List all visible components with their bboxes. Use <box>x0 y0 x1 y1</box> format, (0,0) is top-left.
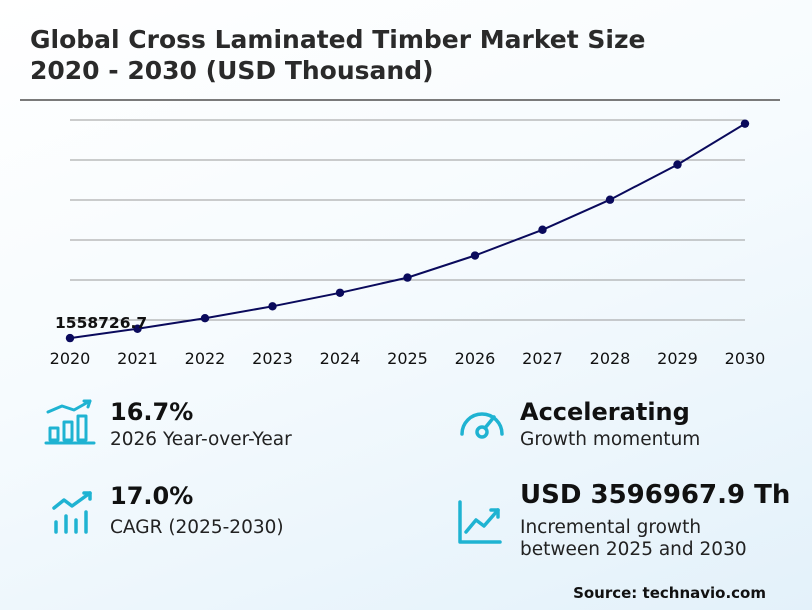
grid-lines <box>70 119 745 321</box>
data-point <box>65 333 75 343</box>
data-point <box>538 225 547 234</box>
title-line-1: Global Cross Laminated Timber Market Siz… <box>30 25 646 54</box>
trend-chart-icon <box>458 500 502 544</box>
data-point <box>470 251 480 260</box>
stat-incremental-label-line2: between 2025 and 2030 <box>520 539 747 560</box>
title-divider <box>20 99 780 101</box>
stat-momentum-value: Accelerating <box>520 398 690 426</box>
data-labels: 1558726.7 <box>55 314 147 332</box>
x-tick-label: 2028 <box>590 349 631 368</box>
series-line-group <box>69 122 746 340</box>
data-point <box>133 324 142 333</box>
x-tick-label: 2027 <box>522 349 563 368</box>
gauge-icon <box>460 412 504 439</box>
data-point <box>335 288 345 297</box>
stat-incremental-label-line1: Incremental growth <box>520 517 702 538</box>
data-point <box>403 273 412 282</box>
x-axis-ticks: 2020 2021 2022 2023 2024 2025 2026 2027 2028 2029… <box>50 349 766 368</box>
data-point <box>673 160 682 169</box>
x-tick-label: 2022 <box>185 349 226 368</box>
stat-cagr-value: 17.0% <box>110 482 194 510</box>
data-point <box>740 119 750 128</box>
x-tick-label: 2025 <box>387 349 428 368</box>
x-tick-label: 2026 <box>455 349 496 368</box>
x-tick-label: 2030 <box>725 349 766 368</box>
data-points <box>65 119 750 343</box>
stat-incremental-label: Incremental growth between 2025 and 2030 <box>520 517 747 561</box>
series-line <box>69 122 746 340</box>
stat-yoy-value: 16.7% <box>110 398 194 426</box>
x-tick-label: 2023 <box>252 349 293 368</box>
chart-title: Global Cross Laminated Timber Market Siz… <box>30 24 790 86</box>
stat-cagr-label: CAGR (2025-2030) <box>110 517 284 538</box>
source-credit: Source: technavio.com <box>573 584 766 602</box>
bar-growth-icon <box>44 399 96 445</box>
x-tick-label: 2021 <box>117 349 158 368</box>
title-line-2: 2020 - 2030 (USD Thousand) <box>30 56 434 85</box>
data-point <box>605 195 615 204</box>
trend-bars-icon <box>52 491 92 534</box>
stat-yoy-label: 2026 Year-over-Year <box>110 429 292 450</box>
data-label: 1558726.7 <box>55 314 147 332</box>
data-point <box>268 302 277 311</box>
x-tick-label: 2024 <box>320 349 361 368</box>
x-tick-label: 2029 <box>657 349 698 368</box>
x-tick-label: 2020 <box>50 349 91 368</box>
data-point <box>200 314 210 323</box>
stat-incremental-value: USD 3596967.9 Th <box>520 480 791 510</box>
stat-momentum-label: Growth momentum <box>520 429 701 450</box>
line-chart: 2020 2021 2022 2023 2024 2025 2026 2027 2028 2029… <box>50 119 766 368</box>
